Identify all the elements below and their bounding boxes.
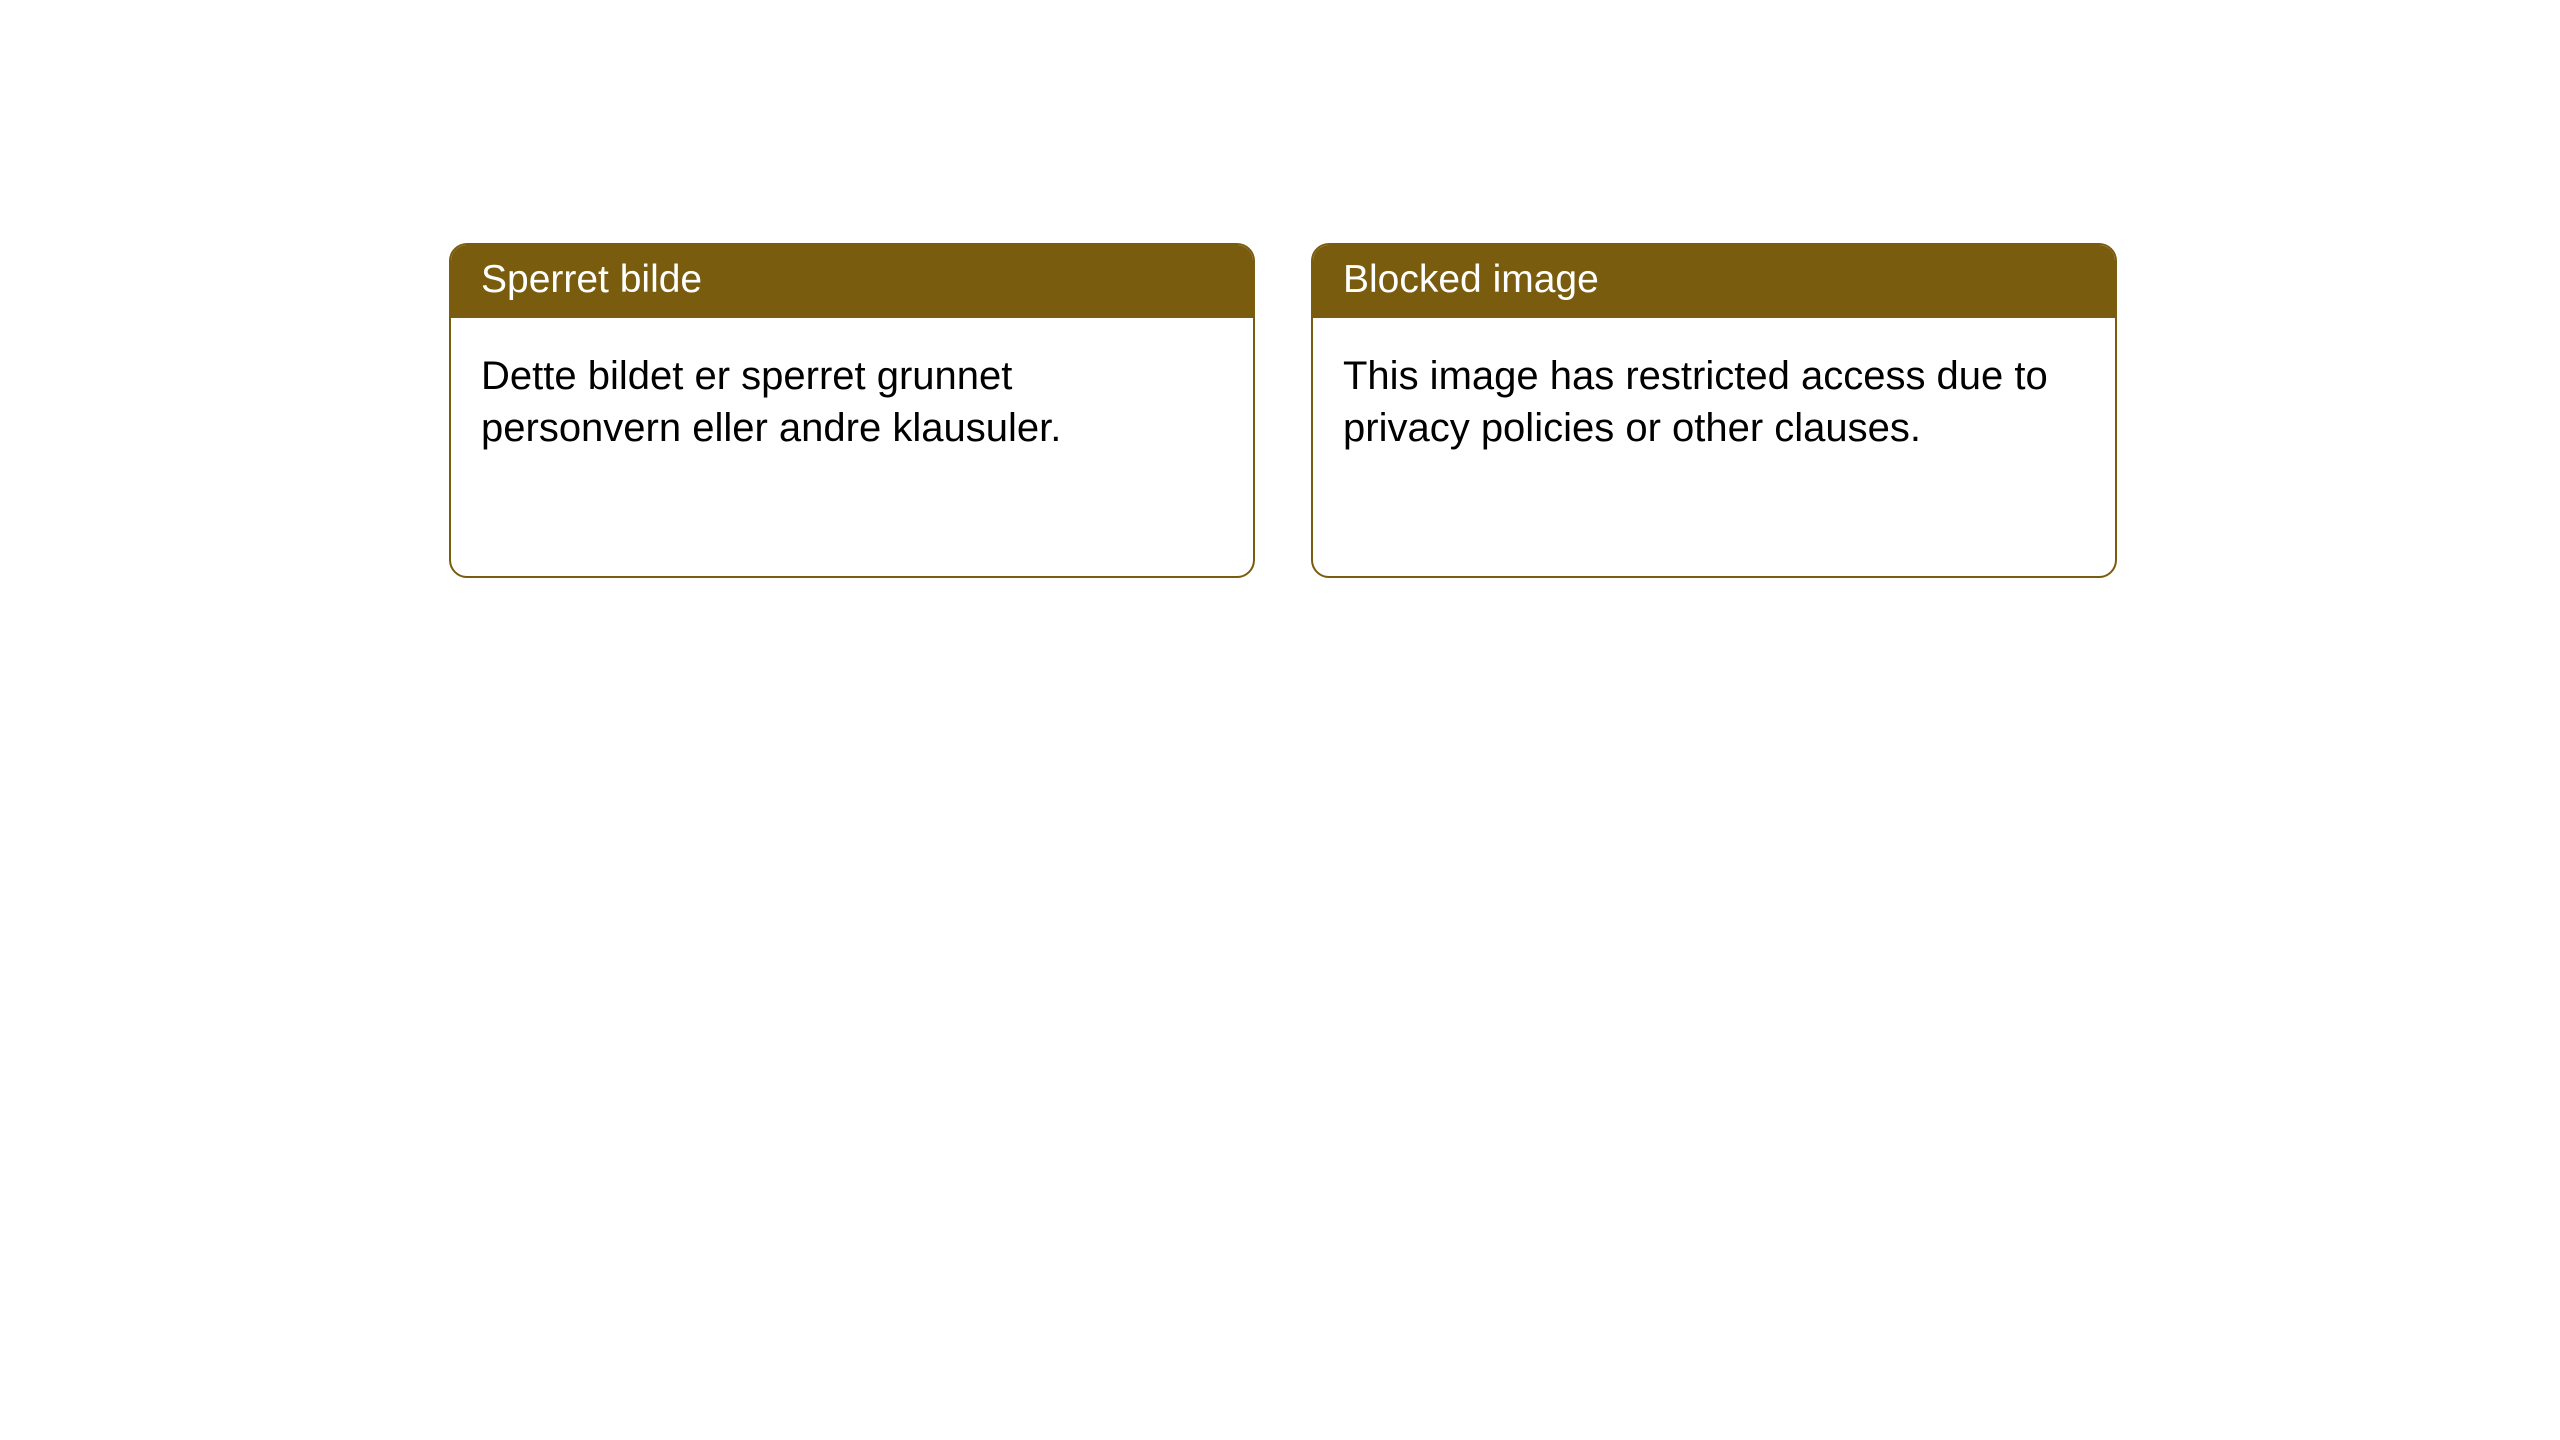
notice-body: Dette bildet er sperret grunnet personve…	[451, 318, 1253, 486]
notice-container: Sperret bilde Dette bildet er sperret gr…	[449, 243, 2117, 578]
notice-body-text: Dette bildet er sperret grunnet personve…	[481, 354, 1061, 450]
notice-title: Blocked image	[1343, 258, 1599, 301]
notice-header: Sperret bilde	[451, 245, 1253, 318]
notice-header: Blocked image	[1313, 245, 2115, 318]
notice-title: Sperret bilde	[481, 258, 702, 301]
notice-box-norwegian: Sperret bilde Dette bildet er sperret gr…	[449, 243, 1255, 578]
notice-body-text: This image has restricted access due to …	[1343, 354, 2048, 450]
notice-box-english: Blocked image This image has restricted …	[1311, 243, 2117, 578]
notice-body: This image has restricted access due to …	[1313, 318, 2115, 486]
